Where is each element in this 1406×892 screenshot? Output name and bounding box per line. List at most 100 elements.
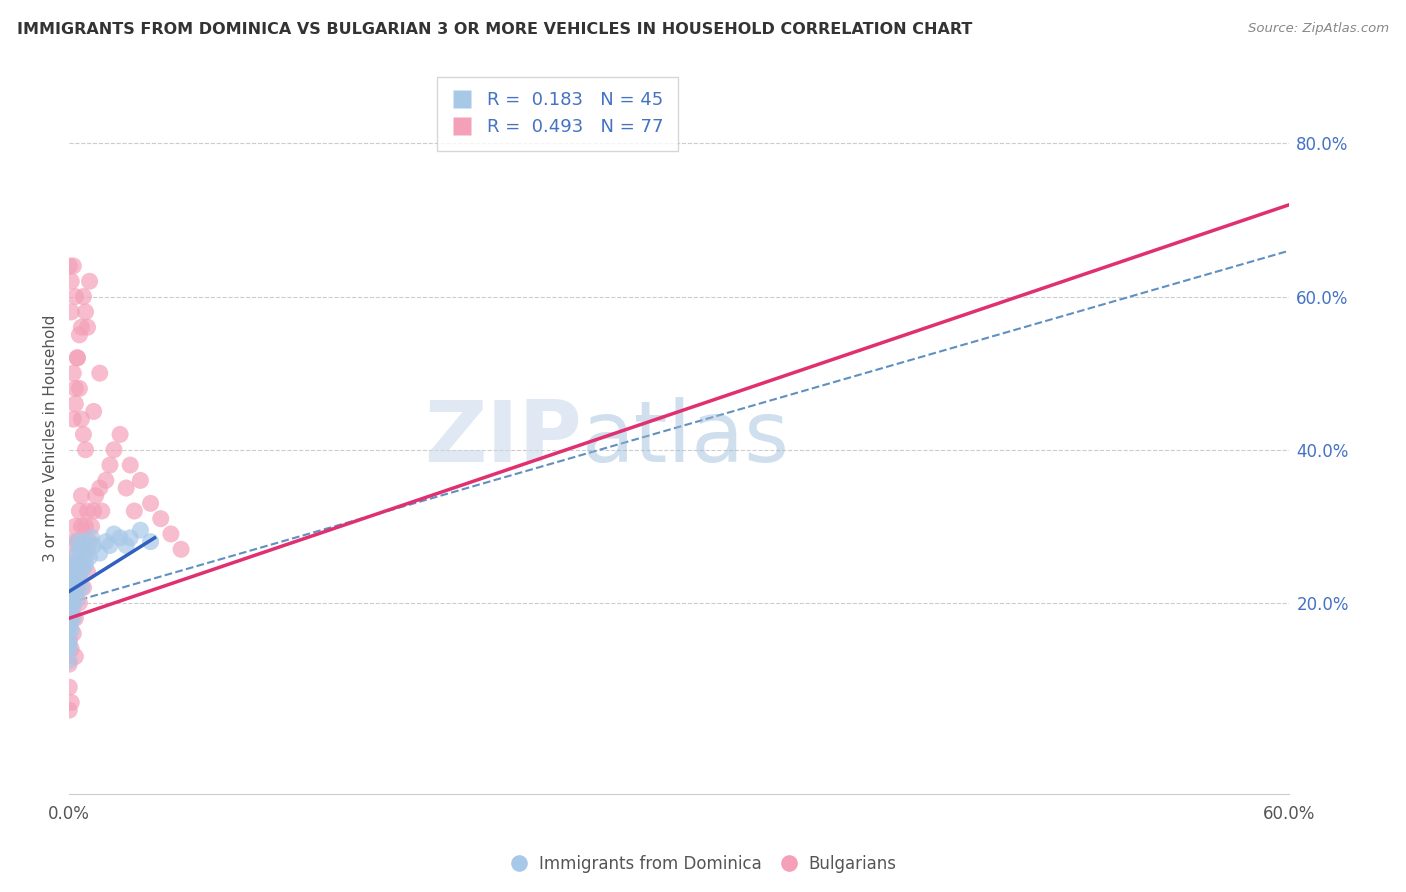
Point — [94, 474, 117, 488]
Point — [103, 442, 125, 457]
Point — [58, 619, 80, 633]
Point — [76, 504, 98, 518]
Point — [72, 534, 94, 549]
Point — [79, 534, 101, 549]
Point — [83, 504, 105, 518]
Point — [90, 504, 112, 518]
Legend: Immigrants from Dominica, Bulgarians: Immigrants from Dominica, Bulgarians — [502, 848, 904, 880]
Point — [79, 549, 101, 564]
Point — [80, 519, 103, 533]
Point — [58, 653, 80, 667]
Point — [60, 607, 83, 622]
Legend: R =  0.183   N = 45, R =  0.493   N = 77: R = 0.183 N = 45, R = 0.493 N = 77 — [436, 77, 678, 151]
Point — [139, 534, 162, 549]
Point — [66, 534, 89, 549]
Point — [72, 534, 94, 549]
Text: IMMIGRANTS FROM DOMINICA VS BULGARIAN 3 OR MORE VEHICLES IN HOUSEHOLD CORRELATIO: IMMIGRANTS FROM DOMINICA VS BULGARIAN 3 … — [17, 22, 972, 37]
Point — [139, 496, 162, 510]
Y-axis label: 3 or more Vehicles in Household: 3 or more Vehicles in Household — [44, 315, 58, 562]
Point — [70, 549, 93, 564]
Point — [58, 703, 80, 717]
Point — [62, 581, 84, 595]
Point — [83, 539, 105, 553]
Point — [94, 534, 117, 549]
Point — [62, 549, 84, 564]
Point — [67, 327, 90, 342]
Point — [89, 481, 111, 495]
Point — [58, 619, 80, 633]
Point — [60, 573, 83, 587]
Point — [65, 397, 87, 411]
Point — [66, 351, 89, 365]
Point — [65, 382, 87, 396]
Point — [108, 531, 131, 545]
Point — [72, 427, 94, 442]
Point — [70, 489, 93, 503]
Point — [60, 534, 83, 549]
Point — [120, 458, 142, 472]
Point — [65, 649, 87, 664]
Point — [76, 566, 98, 580]
Point — [58, 581, 80, 595]
Point — [70, 519, 93, 533]
Point — [60, 305, 83, 319]
Point — [65, 519, 87, 533]
Point — [60, 596, 83, 610]
Point — [66, 534, 89, 549]
Point — [65, 611, 87, 625]
Point — [60, 641, 83, 656]
Point — [72, 561, 94, 575]
Point — [115, 539, 138, 553]
Point — [66, 558, 89, 572]
Point — [98, 539, 121, 553]
Point — [89, 546, 111, 560]
Text: atlas: atlas — [582, 397, 790, 480]
Point — [75, 519, 97, 533]
Point — [58, 259, 80, 273]
Point — [115, 481, 138, 495]
Point — [58, 603, 80, 617]
Point — [67, 542, 90, 557]
Point — [67, 566, 90, 580]
Point — [75, 305, 97, 319]
Point — [62, 596, 84, 610]
Point — [65, 549, 87, 564]
Point — [70, 412, 93, 426]
Point — [103, 527, 125, 541]
Point — [58, 641, 80, 656]
Point — [80, 531, 103, 545]
Point — [70, 549, 93, 564]
Point — [58, 680, 80, 694]
Point — [60, 611, 83, 625]
Point — [62, 566, 84, 580]
Point — [98, 458, 121, 472]
Point — [72, 289, 94, 303]
Point — [60, 274, 83, 288]
Point — [84, 489, 107, 503]
Point — [75, 442, 97, 457]
Point — [58, 588, 80, 602]
Point — [66, 581, 89, 595]
Point — [170, 542, 193, 557]
Point — [120, 531, 142, 545]
Point — [67, 382, 90, 396]
Point — [67, 596, 90, 610]
Point — [60, 576, 83, 591]
Point — [75, 558, 97, 572]
Point — [58, 558, 80, 572]
Point — [67, 569, 90, 583]
Point — [62, 599, 84, 614]
Point — [83, 404, 105, 418]
Point — [58, 631, 80, 645]
Point — [65, 573, 87, 587]
Point — [62, 584, 84, 599]
Point — [67, 504, 90, 518]
Point — [58, 581, 80, 595]
Point — [66, 592, 89, 607]
Point — [65, 566, 87, 580]
Point — [129, 523, 152, 537]
Point — [58, 596, 80, 610]
Point — [160, 527, 183, 541]
Point — [60, 623, 83, 637]
Point — [79, 274, 101, 288]
